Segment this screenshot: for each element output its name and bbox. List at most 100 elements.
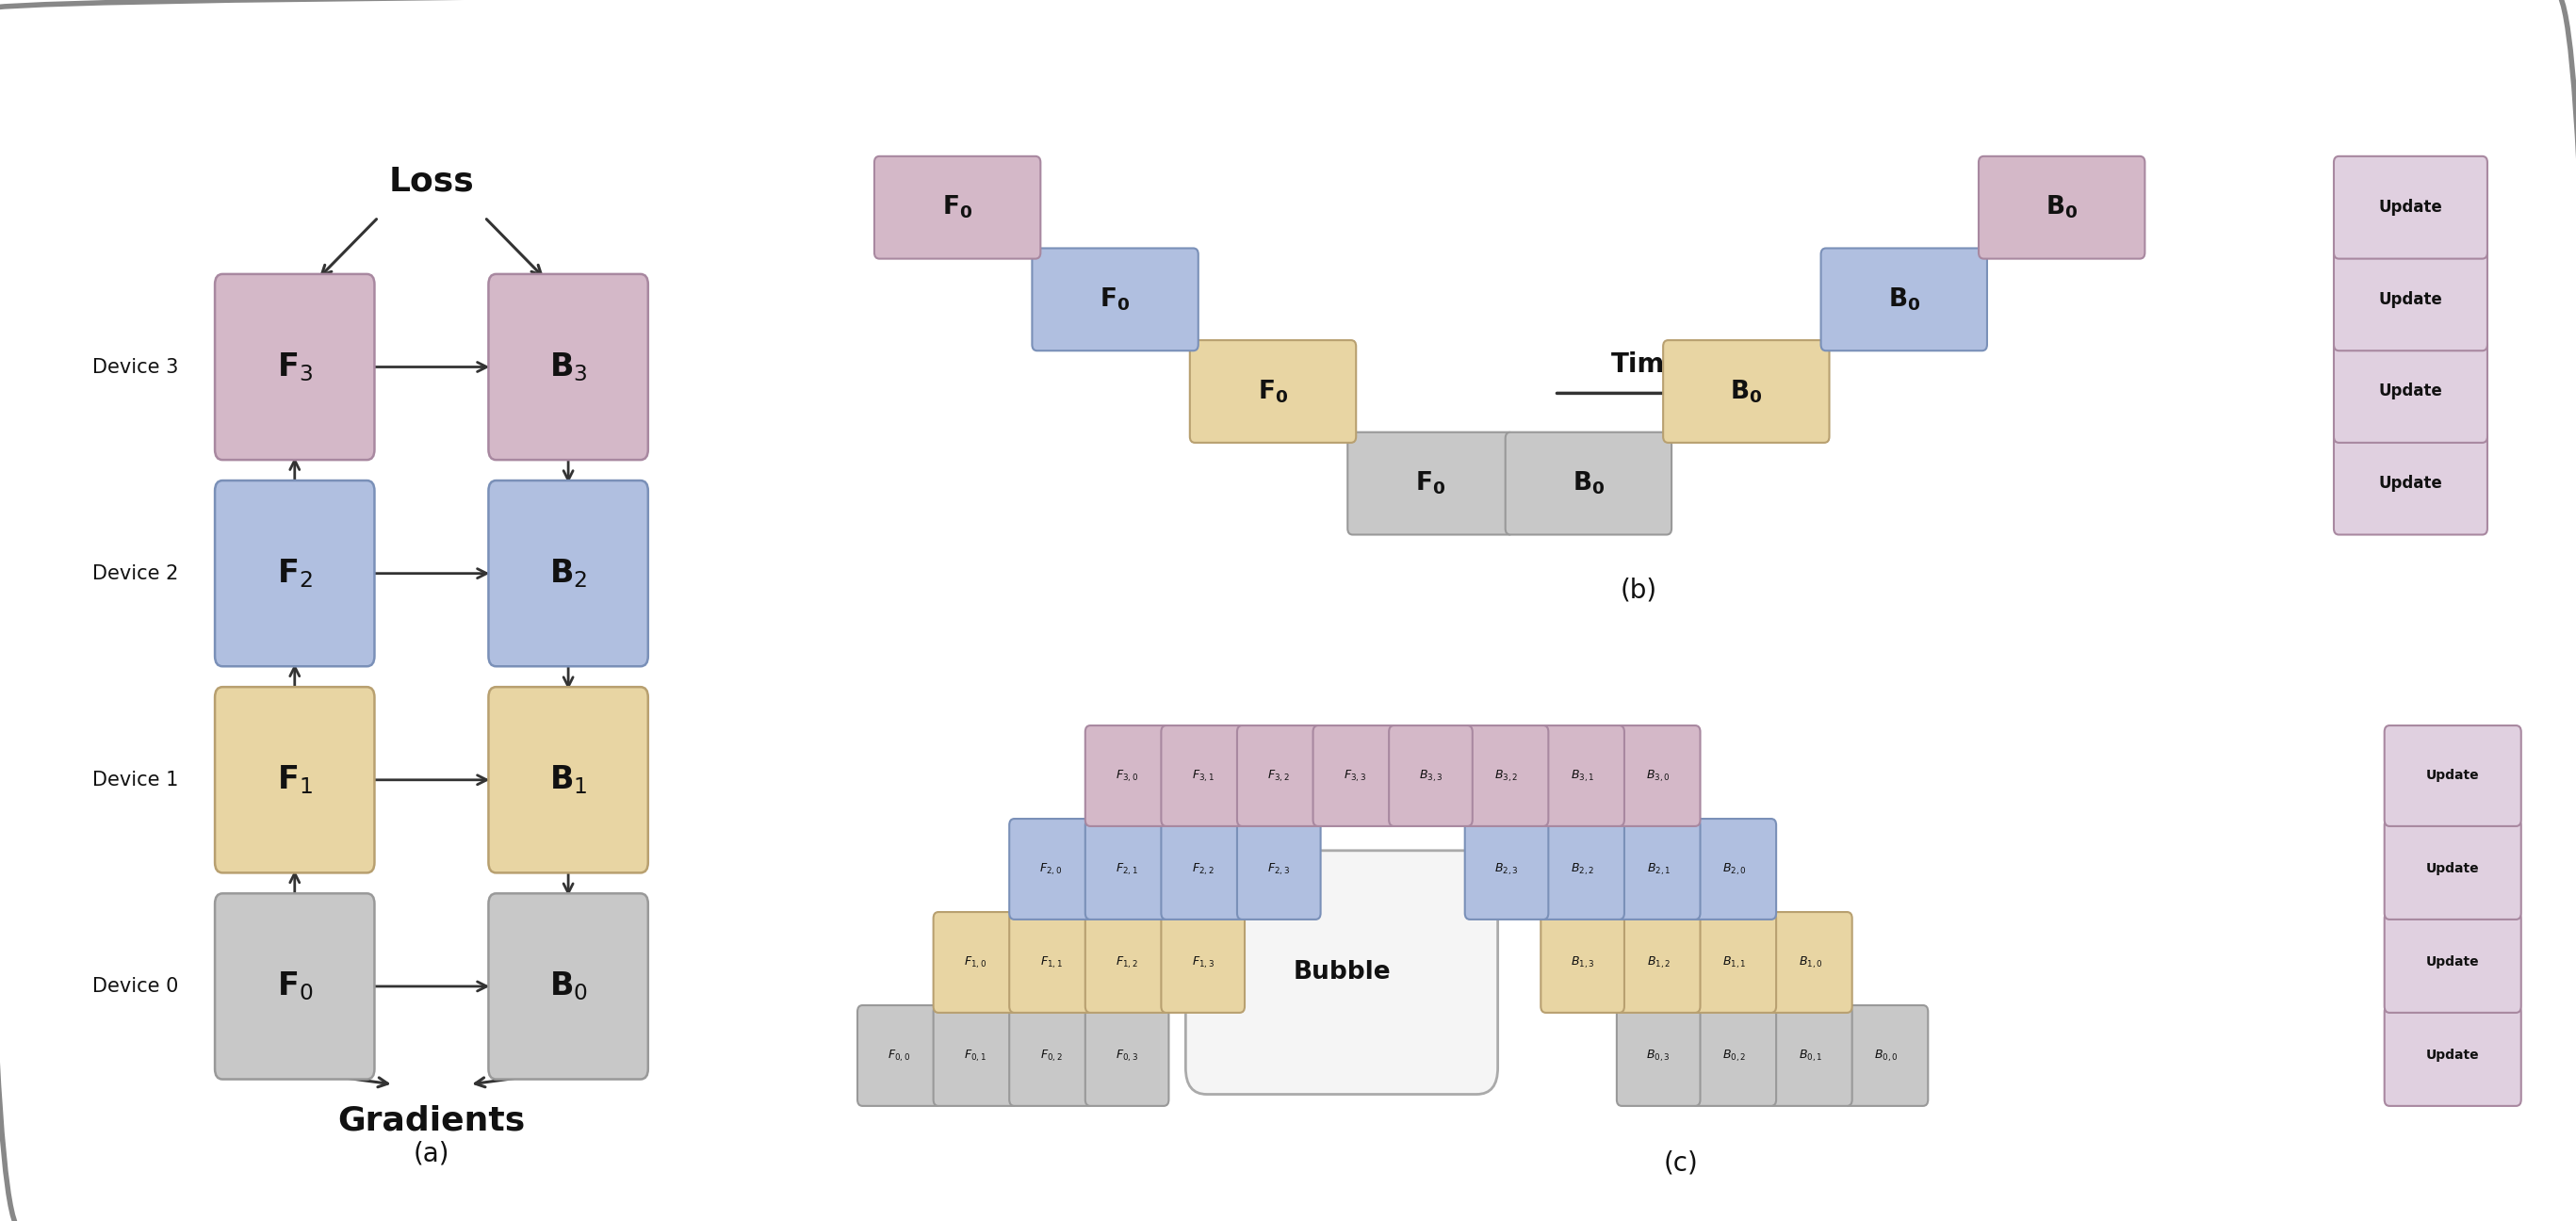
FancyBboxPatch shape [2334,156,2488,259]
Text: $F_{1,2}$: $F_{1,2}$ [1115,955,1139,969]
FancyBboxPatch shape [1347,432,1515,535]
FancyBboxPatch shape [1692,819,1777,919]
Text: $B_{1,3}$: $B_{1,3}$ [1571,955,1595,969]
FancyBboxPatch shape [1162,725,1244,827]
Text: Device 2: Device 2 [93,564,178,582]
FancyBboxPatch shape [1236,819,1321,919]
Text: $F_{0,2}$: $F_{0,2}$ [1041,1048,1061,1063]
Text: Bubble: Bubble [1293,960,1391,984]
FancyBboxPatch shape [1466,725,1548,827]
FancyBboxPatch shape [1770,1005,1852,1106]
Text: $F_{1,0}$: $F_{1,0}$ [963,955,987,969]
Text: Device 0: Device 0 [93,977,178,996]
Text: $F_{3,1}$: $F_{3,1}$ [1193,768,1213,784]
FancyBboxPatch shape [1314,725,1396,827]
Text: $\mathbf{F_0}$: $\mathbf{F_0}$ [1257,379,1288,405]
FancyBboxPatch shape [1466,819,1548,919]
FancyBboxPatch shape [858,1005,940,1106]
FancyBboxPatch shape [489,274,649,460]
Text: Update: Update [2427,769,2481,783]
FancyBboxPatch shape [489,894,649,1079]
Text: $F_{1,3}$: $F_{1,3}$ [1193,955,1213,969]
FancyBboxPatch shape [1084,1005,1170,1106]
Text: $B_{1,1}$: $B_{1,1}$ [1723,955,1747,969]
FancyBboxPatch shape [214,481,374,667]
Text: $\mathbf{B_0}$: $\mathbf{B_0}$ [1731,379,1762,405]
Text: Update: Update [2427,1049,2481,1062]
Text: $F_{1,1}$: $F_{1,1}$ [1041,955,1061,969]
Text: (a): (a) [412,1140,451,1167]
Text: $B_{3,1}$: $B_{3,1}$ [1571,768,1595,784]
Text: $\mathbf{F}_1$: $\mathbf{F}_1$ [276,763,312,796]
FancyBboxPatch shape [1010,819,1092,919]
FancyBboxPatch shape [2385,1005,2522,1106]
FancyBboxPatch shape [1010,912,1092,1012]
Text: $B_{2,3}$: $B_{2,3}$ [1494,861,1520,877]
FancyBboxPatch shape [1844,1005,1927,1106]
Text: $F_{2,3}$: $F_{2,3}$ [1267,861,1291,877]
Text: $\mathbf{F_0}$: $\mathbf{F_0}$ [1100,286,1131,313]
FancyBboxPatch shape [1033,248,1198,350]
Text: $B_{2,0}$: $B_{2,0}$ [1723,861,1747,877]
Text: Device 1: Device 1 [93,770,178,789]
Text: $F_{2,2}$: $F_{2,2}$ [1193,861,1213,877]
Text: (b): (b) [1620,576,1656,603]
FancyBboxPatch shape [1540,725,1625,827]
FancyBboxPatch shape [1190,341,1355,443]
Text: $\mathbf{B}_2$: $\mathbf{B}_2$ [549,557,587,590]
FancyBboxPatch shape [214,894,374,1079]
FancyBboxPatch shape [1618,725,1700,827]
Text: $\mathbf{F}_3$: $\mathbf{F}_3$ [276,350,312,383]
FancyBboxPatch shape [933,1005,1018,1106]
FancyBboxPatch shape [1084,819,1170,919]
FancyBboxPatch shape [1236,725,1321,827]
Text: $B_{2,2}$: $B_{2,2}$ [1571,861,1595,877]
FancyBboxPatch shape [1770,912,1852,1012]
FancyBboxPatch shape [1692,1005,1777,1106]
Text: Update: Update [2427,956,2481,969]
Text: $\mathbf{F}_2$: $\mathbf{F}_2$ [276,557,312,590]
Text: $B_{0,1}$: $B_{0,1}$ [1798,1048,1821,1063]
FancyBboxPatch shape [1162,819,1244,919]
FancyBboxPatch shape [1540,912,1625,1012]
FancyBboxPatch shape [489,481,649,667]
FancyBboxPatch shape [1618,819,1700,919]
Text: $B_{0,0}$: $B_{0,0}$ [1875,1048,1899,1063]
Text: $\mathbf{B}_0$: $\mathbf{B}_0$ [549,969,587,1002]
FancyBboxPatch shape [1162,912,1244,1012]
Text: $B_{0,2}$: $B_{0,2}$ [1723,1048,1747,1063]
Text: $\mathbf{F_0}$: $\mathbf{F_0}$ [1414,470,1445,497]
FancyBboxPatch shape [2385,725,2522,827]
FancyBboxPatch shape [2334,432,2488,535]
FancyBboxPatch shape [1185,851,1497,1094]
Text: $\mathbf{F}_0$: $\mathbf{F}_0$ [276,969,312,1002]
FancyBboxPatch shape [1084,912,1170,1012]
FancyBboxPatch shape [214,274,374,460]
Text: $F_{0,1}$: $F_{0,1}$ [963,1048,987,1063]
FancyBboxPatch shape [1540,819,1625,919]
FancyBboxPatch shape [1010,1005,1092,1106]
FancyBboxPatch shape [1618,1005,1700,1106]
FancyBboxPatch shape [873,156,1041,259]
FancyBboxPatch shape [1618,912,1700,1012]
FancyBboxPatch shape [2334,341,2488,443]
Text: $\mathbf{B_0}$: $\mathbf{B_0}$ [1571,470,1605,497]
Text: Update: Update [2378,383,2442,400]
Text: (c): (c) [1664,1150,1698,1176]
Text: $F_{3,2}$: $F_{3,2}$ [1267,768,1291,784]
Text: $B_{2,1}$: $B_{2,1}$ [1646,861,1669,877]
Text: $B_{3,2}$: $B_{3,2}$ [1494,768,1517,784]
Text: Time: Time [1610,352,1682,377]
FancyBboxPatch shape [1978,156,2146,259]
Text: Update: Update [2378,291,2442,308]
Text: $F_{0,3}$: $F_{0,3}$ [1115,1048,1139,1063]
Text: $\mathbf{B_0}$: $\mathbf{B_0}$ [2045,194,2079,221]
Text: $\mathbf{F_0}$: $\mathbf{F_0}$ [943,194,974,221]
Text: Gradients: Gradients [337,1105,526,1137]
Text: $\mathbf{B_0}$: $\mathbf{B_0}$ [1888,286,1919,313]
FancyBboxPatch shape [933,912,1018,1012]
Text: $B_{1,0}$: $B_{1,0}$ [1798,955,1821,969]
Text: $B_{3,3}$: $B_{3,3}$ [1419,768,1443,784]
FancyBboxPatch shape [1821,248,1986,350]
FancyBboxPatch shape [2334,248,2488,350]
